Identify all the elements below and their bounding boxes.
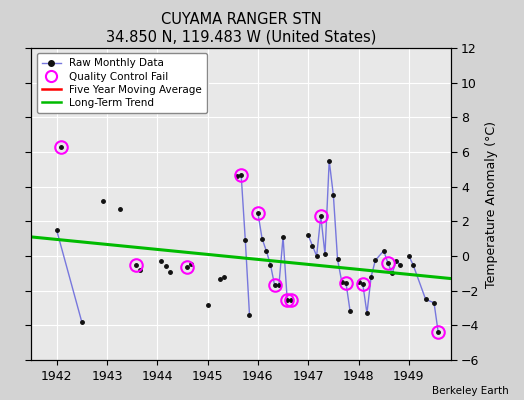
Legend: Raw Monthly Data, Quality Control Fail, Five Year Moving Average, Long-Term Tren: Raw Monthly Data, Quality Control Fail, … (37, 53, 207, 113)
Text: Berkeley Earth: Berkeley Earth (432, 386, 508, 396)
Y-axis label: Temperature Anomaly (°C): Temperature Anomaly (°C) (485, 120, 498, 288)
Title: CUYAMA RANGER STN
34.850 N, 119.483 W (United States): CUYAMA RANGER STN 34.850 N, 119.483 W (U… (106, 12, 376, 44)
